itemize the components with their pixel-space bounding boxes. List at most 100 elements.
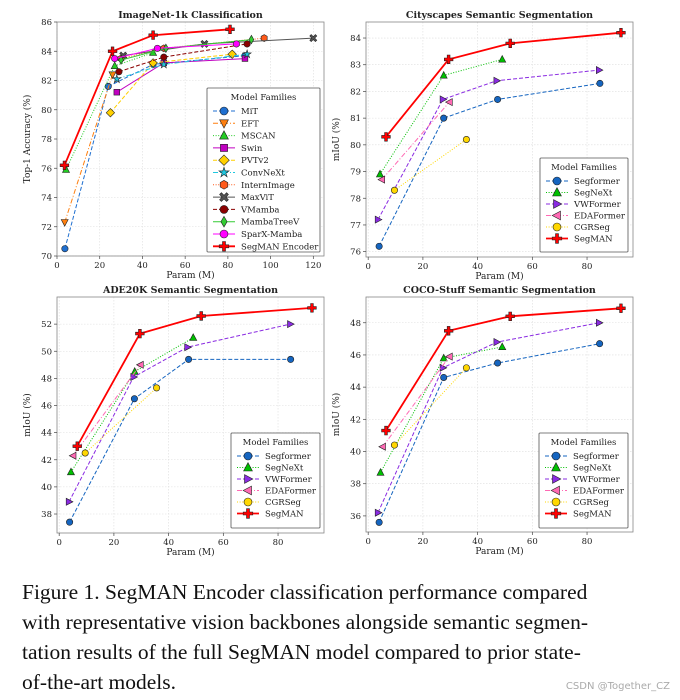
- series-line: [69, 358, 291, 523]
- data-marker: [551, 497, 561, 507]
- legend-entry: EDAFormer: [545, 485, 625, 497]
- legend-entry: MaxViT: [213, 192, 274, 203]
- legend-title: Model Families: [243, 438, 309, 448]
- data-marker: [494, 95, 502, 103]
- y-tick-label: 80: [350, 141, 361, 151]
- data-marker: [220, 144, 228, 152]
- data-marker: [498, 342, 507, 351]
- data-marker: [219, 130, 229, 140]
- legend-entry: SegNeXt: [237, 462, 304, 474]
- x-tick-label: 0: [365, 262, 370, 272]
- legend-entry: CGRSeg: [545, 497, 610, 508]
- data-marker: [248, 34, 255, 45]
- legend-entry: VMamba: [213, 205, 279, 215]
- data-marker: [243, 462, 253, 472]
- data-marker: [105, 108, 116, 118]
- data-marker: [550, 508, 562, 519]
- series-edaformer: [377, 98, 453, 184]
- data-marker: [160, 53, 168, 61]
- data-marker: [219, 192, 229, 202]
- y-tick-label: 38: [41, 510, 52, 520]
- series-eft: [60, 71, 117, 227]
- data-marker: [260, 34, 268, 42]
- axes-frame: [365, 21, 634, 258]
- x-tick-label: 20: [108, 538, 119, 548]
- y-tick-label: 36: [350, 512, 361, 522]
- y-axis-label: mIoU (%): [22, 393, 33, 437]
- series-line: [116, 53, 248, 80]
- y-axis-label: mIoU (%): [331, 118, 342, 162]
- legend-label: ConvNeXt: [241, 169, 285, 179]
- data-marker: [113, 89, 120, 96]
- legend-label: SegNeXt: [265, 464, 304, 474]
- data-marker: [158, 59, 169, 69]
- series-edaformer: [378, 352, 453, 451]
- data-marker: [65, 497, 74, 506]
- y-tick-label: 40: [41, 483, 52, 493]
- data-marker: [551, 210, 561, 221]
- y-tick-label: 50: [41, 347, 52, 357]
- legend-label: SegNeXt: [574, 189, 613, 199]
- legend-entry: SegNeXt: [546, 187, 613, 199]
- x-tick-label: 40: [137, 261, 148, 271]
- y-tick-label: 84: [41, 47, 52, 57]
- data-marker: [59, 160, 70, 170]
- data-marker: [189, 333, 198, 341]
- data-marker: [375, 518, 383, 526]
- x-axis-label: Param (M): [166, 547, 214, 558]
- y-tick-label: 40: [350, 448, 361, 458]
- series-line: [385, 31, 622, 138]
- series-segnext: [66, 333, 198, 476]
- series-segman-encoder: [59, 24, 235, 170]
- x-tick-label: 0: [54, 261, 59, 271]
- series-vwformer: [374, 318, 604, 517]
- data-marker: [595, 65, 604, 75]
- legend-frame: [538, 432, 629, 529]
- legend-title: Model Families: [231, 93, 297, 103]
- legend-entry: SegMAN: [237, 508, 304, 520]
- data-marker: [219, 180, 229, 190]
- data-marker: [462, 364, 470, 372]
- data-marker: [225, 24, 235, 35]
- chart-title: ADE20K Semantic Segmentation: [102, 285, 278, 296]
- y-tick-label: 76: [41, 164, 52, 174]
- series-cgrseg: [390, 136, 470, 194]
- x-tick-label: 20: [417, 262, 428, 272]
- data-marker: [243, 40, 251, 48]
- data-marker: [81, 449, 89, 457]
- legend-entry: Segformer: [546, 176, 621, 187]
- y-tick-label: 42: [350, 415, 361, 425]
- y-tick-label: 42: [41, 456, 52, 466]
- chart-panel: 0 20 40 60 80 100 120 70 72 74 76 78 80 82 84 86 ImageNe…: [22, 10, 325, 281]
- series-line: [381, 101, 450, 180]
- legend-label: MSCAN: [241, 132, 276, 142]
- y-tick-label: 44: [41, 429, 52, 439]
- data-marker: [111, 55, 119, 63]
- legend-label: VWFormer: [264, 475, 313, 485]
- legend-entry: PVTv2: [213, 154, 269, 166]
- x-tick-label: 20: [417, 537, 428, 547]
- data-marker: [553, 199, 563, 209]
- y-tick-label: 70: [41, 252, 52, 262]
- chart-panel: 0 20 40 60 80 76 77 78 79 80 81 82 83 84 Cityscapes Se…: [331, 10, 634, 282]
- data-marker: [243, 497, 253, 507]
- data-marker: [377, 175, 386, 184]
- legend-label: MiT: [241, 107, 258, 117]
- legend-label: MaxViT: [241, 193, 274, 203]
- data-marker: [378, 442, 386, 451]
- legend: Model Families MiT EFT MSCAN Swin PVTv2 ConvNe…: [206, 87, 321, 253]
- data-marker: [244, 474, 254, 484]
- y-tick-label: 82: [350, 87, 361, 97]
- data-marker: [309, 34, 318, 43]
- legend-entry: CGRSeg: [237, 497, 302, 508]
- series-line: [394, 139, 467, 191]
- y-tick-label: 86: [41, 18, 52, 28]
- data-marker: [135, 328, 145, 339]
- legend-entry: ConvNeXt: [213, 166, 285, 179]
- series-vwformer: [65, 320, 295, 506]
- legend-label: SegNeXt: [573, 464, 612, 474]
- series-line: [118, 43, 248, 73]
- series-line: [84, 387, 157, 454]
- data-marker: [218, 241, 230, 252]
- y-tick-label: 80: [41, 106, 52, 116]
